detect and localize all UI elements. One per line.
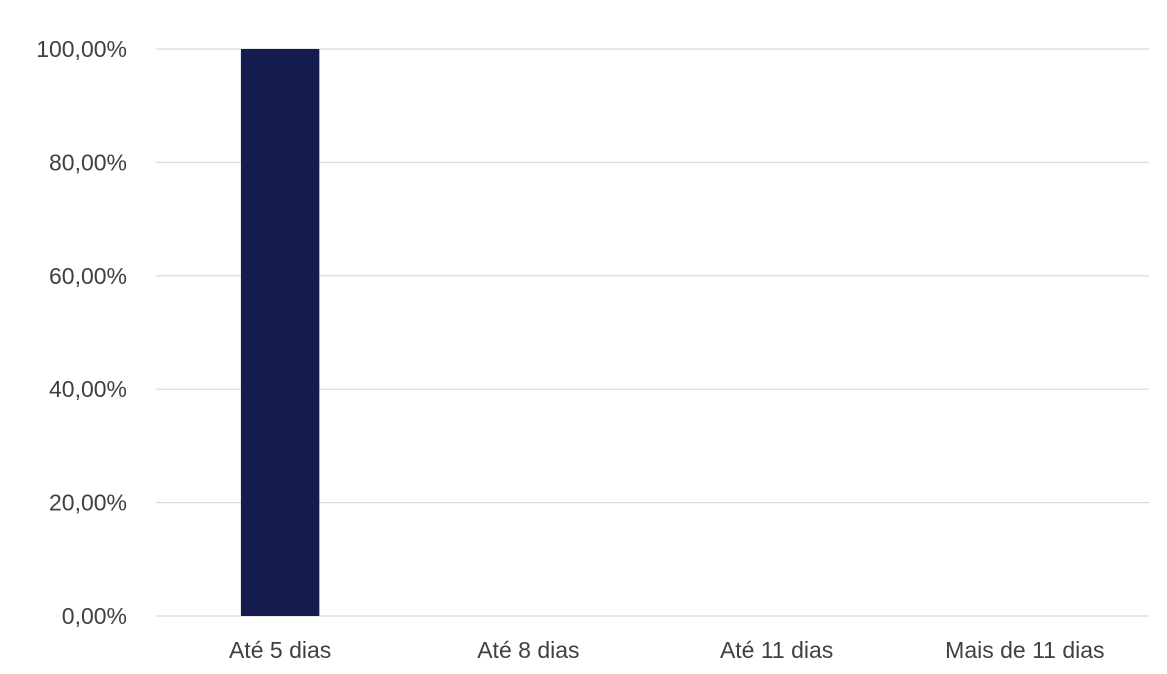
- x-tick-label-2: Até 11 dias: [720, 637, 833, 663]
- y-tick-label-3: 60,00%: [49, 263, 127, 289]
- bars: [240, 49, 320, 616]
- y-tick-label-2: 40,00%: [49, 376, 127, 402]
- y-tick-label-5: 100,00%: [36, 36, 127, 62]
- y-axis-tick-labels: 0,00% 20,00% 40,00% 60,00% 80,00% 100,00%: [36, 36, 127, 629]
- x-tick-label-0: Até 5 dias: [229, 637, 331, 663]
- y-tick-label-1: 20,00%: [49, 490, 127, 516]
- y-tick-label-4: 80,00%: [49, 149, 127, 175]
- gridlines: [156, 48, 1149, 617]
- x-tick-label-3: Mais de 11 dias: [945, 637, 1104, 663]
- x-axis-tick-labels: Até 5 dias Até 8 dias Até 11 dias Mais de 1…: [229, 637, 1105, 663]
- y-tick-label-0: 0,00%: [62, 603, 127, 629]
- x-tick-label-1: Até 8 dias: [477, 637, 579, 663]
- bar-0: [240, 49, 320, 616]
